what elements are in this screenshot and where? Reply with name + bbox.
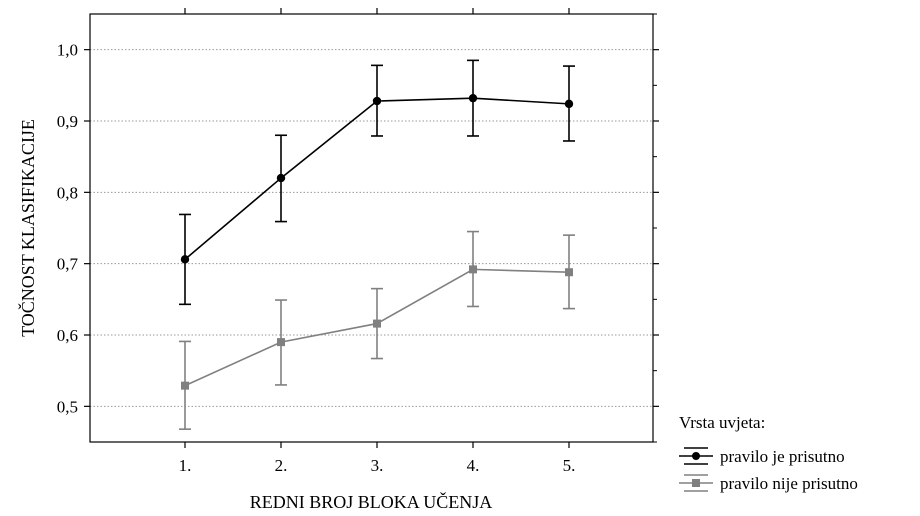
data-point [181, 381, 189, 390]
legend-item-2: pravilo nije prisutno [679, 474, 858, 493]
x-tick-label: 4. [467, 456, 480, 475]
legend-title: Vrsta uvjeta: [679, 413, 765, 432]
y-tick-label: 0,9 [57, 112, 78, 131]
series-1 [179, 59, 575, 306]
data-point [565, 268, 573, 277]
data-point [372, 96, 382, 106]
legend-label: pravilo nije prisutno [720, 474, 858, 493]
data-point [468, 93, 478, 103]
y-tick-label: 0,7 [57, 255, 79, 274]
legend-marker [692, 452, 700, 460]
series-layer [179, 59, 575, 430]
y-axis-title: TOČNOST KLASIFIKACIJE [17, 119, 38, 337]
y-tick-label: 0,6 [57, 326, 78, 345]
legend-marker [692, 479, 700, 487]
legend: Vrsta uvjeta: pravilo je prisutnopravilo… [679, 413, 858, 493]
data-point [373, 319, 381, 328]
legend-items: pravilo je prisutno pravilo nije prisutno [679, 447, 858, 493]
x-tick-label: 2. [275, 456, 288, 475]
y-tick-label: 0,5 [57, 397, 78, 416]
legend-item-1: pravilo je prisutno [679, 447, 845, 466]
data-point [180, 255, 190, 264]
x-tick-label: 3. [371, 456, 384, 475]
x-axis-title: REDNI BROJ BLOKA UČENJA [250, 491, 493, 512]
data-point [469, 265, 477, 274]
x-tick-label: 5. [563, 456, 576, 475]
data-point [276, 173, 286, 183]
y-tick-label: 0,8 [57, 183, 78, 202]
gridlines [90, 49, 653, 407]
data-point [564, 99, 574, 109]
data-point [277, 338, 285, 347]
legend-label: pravilo je prisutno [720, 447, 845, 466]
x-tick-label: 1. [179, 456, 192, 475]
series-2 [179, 230, 575, 430]
axis-ticks: 0,5 0,6 0,7 0,8 0,9 1,0 1. 2. 3. 4. 5. [57, 8, 659, 475]
y-tick-label: 1,0 [57, 41, 78, 60]
